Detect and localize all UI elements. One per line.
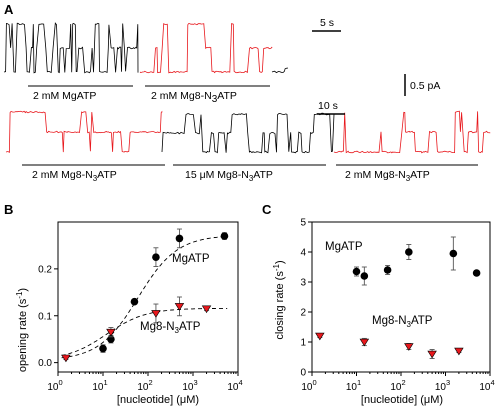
x-tick-label: 104 [479, 378, 494, 393]
x-tick-label: 100 [47, 378, 62, 393]
solution-label-row2-3: 2 mM Mg8-N3ATP [345, 169, 430, 183]
trace-path [333, 110, 491, 154]
chart-b-ylabel: opening rate (s-1) [15, 288, 29, 372]
data-point-triangle [174, 303, 185, 311]
x-tick-label: 103 [435, 378, 450, 393]
solution-bar-row2-3: 2 mM Mg8-N3ATP [336, 164, 478, 183]
data-point-triangle [151, 310, 161, 318]
data-point-circle [472, 269, 481, 277]
panel-b-letter: B [4, 202, 13, 217]
chart-b-plot: 100 101 102 103 104 0.0 0.1 0.2 [38, 221, 243, 393]
panel-a-letter: A [4, 2, 14, 17]
data-point-triangle [404, 343, 414, 351]
fit-curve [61, 307, 228, 356]
data-point-circle [383, 266, 392, 274]
chart-c-xlabel: [nucleotide] (μM) [361, 394, 443, 406]
trace-path [3, 22, 139, 74]
y-tick-label: 2 [300, 308, 306, 319]
panel-a: A 5 s 0.5 pA 10 s 2 mM MgATP 2 mM Mg8-N3… [3, 2, 491, 183]
data-point-circle [152, 253, 160, 261]
chart-c-series-label-mg8n3atp: Mg8-N3ATP [372, 315, 433, 329]
trace-path [5, 110, 163, 153]
trace-row1-mgatp [3, 22, 139, 74]
data-point-circle [130, 297, 139, 306]
data-point-circle [449, 249, 458, 258]
trace-path [271, 67, 289, 74]
scale-bar-current: 0.5 pA [404, 74, 440, 96]
solution-bar-mg8-top: 2 mM Mg8-N3ATP [145, 85, 270, 105]
scale-bar-current-label: 0.5 pA [410, 80, 440, 92]
panel-c: C 100 101 102 103 104 0 1 2 3 4 5 closing rate (s-… [262, 202, 495, 406]
scale-bar-5s-label: 5 s [320, 17, 334, 29]
panel-c-letter: C [262, 202, 272, 217]
fit-curve [61, 235, 228, 359]
panel-b: B 100 101 102 103 104 0.0 0.1 0.2 opening rate … [4, 202, 243, 406]
x-tick-label: 104 [227, 378, 242, 393]
trace-row2-mg8n3atp-1 [5, 110, 163, 153]
data-point-circle [352, 267, 361, 276]
solution-bar-mgatp: 2 mM MgATP [28, 85, 133, 102]
y-tick-label: 3 [300, 278, 306, 289]
solution-label-row2-1: 2 mM Mg8-N3ATP [32, 169, 117, 183]
data-point-triangle [201, 305, 212, 314]
chart-c-series-label-mgatp: MgATP [325, 241, 363, 253]
data-point-circle [360, 272, 369, 280]
plot-frame [57, 221, 239, 373]
y-tick-label: 4 [300, 248, 306, 259]
y-tick-label: 1 [300, 338, 306, 349]
data-point-triangle [315, 332, 325, 341]
chart-c-ylabel: closing rate (s-1) [272, 260, 286, 339]
data-point-triangle [427, 350, 437, 359]
data-point-triangle [61, 354, 71, 363]
solution-bar-row2-1: 2 mM Mg8-N3ATP [22, 164, 165, 183]
solution-label-mgatp: 2 mM MgATP [33, 90, 96, 102]
data-point-circle [175, 234, 184, 243]
x-tick-label: 101 [92, 378, 107, 393]
data-point-circle [220, 232, 229, 240]
scale-bar-10s-label: 10 s [318, 100, 338, 112]
y-tick-label: 0.0 [38, 358, 52, 369]
trace-row2-mg8n3atp-2 [333, 110, 491, 154]
solution-label-row2-2: 15 μM Mg8-N3ATP [185, 169, 273, 183]
data-point-circle [99, 344, 107, 353]
data-point-circle [405, 248, 413, 256]
solution-label-mg8-top: 2 mM Mg8-N3ATP [151, 90, 237, 105]
y-tick-label: 0.1 [38, 311, 52, 322]
trace-path [139, 23, 273, 74]
y-tick-label: 0 [300, 368, 306, 379]
chart-b-series-label-mg8n3atp: Mg8-N3ATP [140, 321, 201, 335]
x-tick-label: 101 [346, 378, 361, 393]
chart-b-xlabel: [nucleotide] (μM) [117, 394, 199, 406]
x-tick-label: 102 [137, 378, 152, 393]
chart-b-series-label-mgatp: MgATP [172, 253, 210, 265]
scale-bar-5s: 5 s [312, 17, 341, 32]
trace-row1-mg8n3atp [139, 23, 273, 74]
data-point-triangle [454, 347, 464, 356]
x-tick-label: 100 [301, 378, 316, 393]
data-point-triangle [359, 338, 370, 347]
data-point-triangle [106, 328, 116, 337]
y-tick-label: 5 [300, 218, 306, 229]
y-tick-label: 0.2 [38, 264, 52, 275]
trace-row2-15um [161, 112, 335, 154]
x-tick-label: 103 [182, 378, 197, 393]
trace-path [161, 112, 335, 154]
scale-bar-10s: 10 s [317, 100, 345, 115]
solution-bar-row2-2: 15 μM Mg8-N3ATP [173, 164, 326, 183]
trace-row1-mgatp-2 [271, 67, 289, 74]
x-tick-label: 102 [390, 378, 405, 393]
